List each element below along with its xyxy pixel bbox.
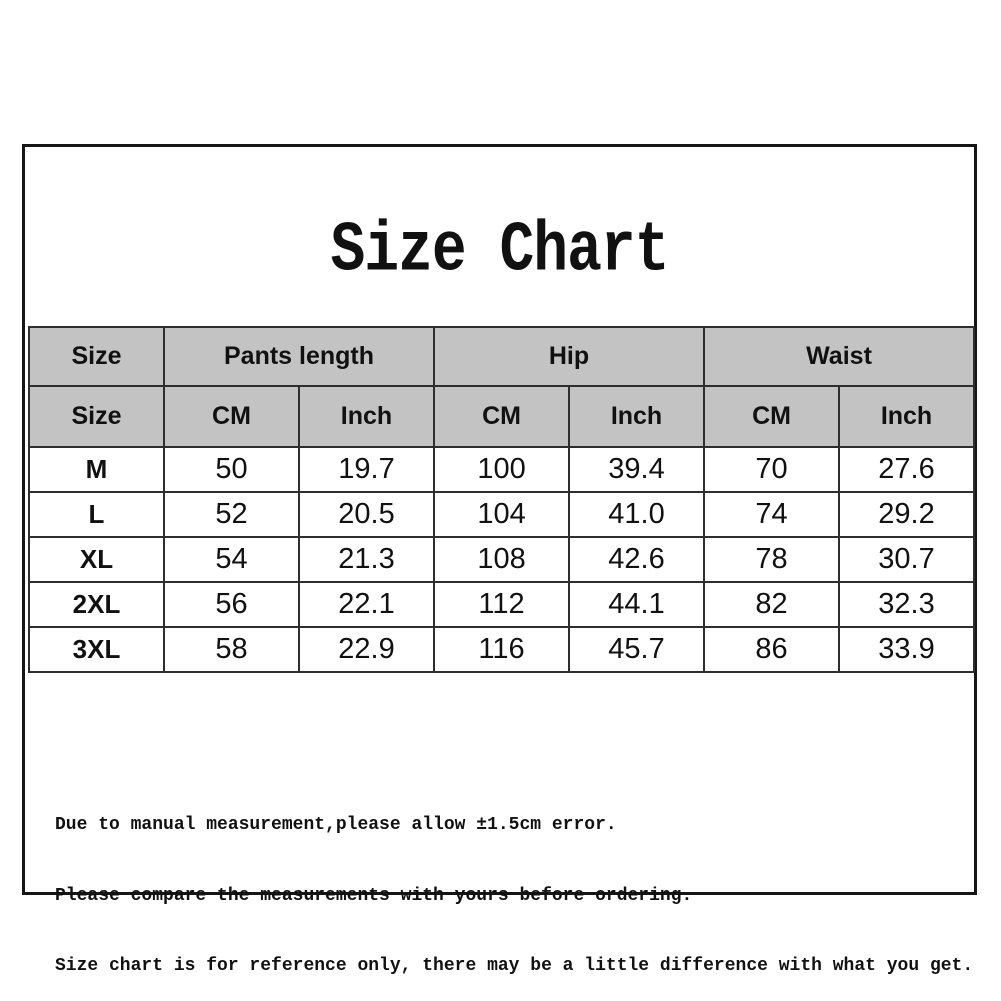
- table-row: L 52 20.5 104 41.0 74 29.2: [28, 491, 976, 538]
- value-cell: 108: [433, 536, 571, 583]
- value-cell: 74: [703, 491, 841, 538]
- value-cell: 86: [703, 626, 841, 673]
- value-cell: 45.7: [568, 626, 706, 673]
- value-cell: 52: [163, 491, 300, 538]
- group-header-size: Size: [28, 326, 165, 387]
- size-label-cell: 2XL: [28, 581, 165, 628]
- size-label-cell: L: [28, 491, 165, 538]
- value-cell: 44.1: [568, 581, 706, 628]
- value-cell: 54: [163, 536, 300, 583]
- sub-header-size: Size: [28, 385, 165, 448]
- group-header-pants-length: Pants length: [162, 326, 436, 387]
- value-cell: 116: [433, 626, 571, 673]
- value-cell: 70: [703, 446, 841, 493]
- size-label-cell: XL: [28, 536, 165, 583]
- size-label-cell: 3XL: [28, 626, 165, 673]
- table-row: 3XL 58 22.9 116 45.7 86 33.9: [28, 626, 976, 673]
- value-cell: 33.9: [838, 626, 976, 673]
- sub-header-cm: CM: [433, 385, 571, 448]
- note-line: Size chart is for reference only, there …: [55, 956, 974, 976]
- sub-header-inch: Inch: [297, 385, 436, 448]
- note-line: Due to manual measurement,please allow ±…: [55, 815, 617, 835]
- value-cell: 19.7: [297, 446, 436, 493]
- value-cell: 30.7: [838, 536, 976, 583]
- table-row: XL 54 21.3 108 42.6 78 30.7: [28, 536, 976, 583]
- value-cell: 42.6: [568, 536, 706, 583]
- sub-header-inch: Inch: [838, 385, 976, 448]
- value-cell: 22.1: [297, 581, 436, 628]
- table-row: M 50 19.7 100 39.4 70 27.6: [28, 446, 976, 493]
- size-table: Size Pants length Hip Waist Size CM Inch…: [28, 326, 976, 673]
- sub-header-cm: CM: [163, 385, 300, 448]
- group-header-waist: Waist: [703, 326, 976, 387]
- value-cell: 21.3: [297, 536, 436, 583]
- value-cell: 112: [433, 581, 571, 628]
- value-cell: 82: [703, 581, 841, 628]
- value-cell: 58: [163, 626, 300, 673]
- note-line: Please compare the measurements with you…: [55, 885, 693, 906]
- value-cell: 50: [163, 446, 300, 493]
- value-cell: 22.9: [297, 626, 436, 673]
- value-cell: 100: [433, 446, 571, 493]
- measurement-notes: Due to manual measurement,please allow ±…: [55, 767, 973, 1001]
- value-cell: 27.6: [838, 446, 976, 493]
- value-cell: 20.5: [297, 491, 436, 538]
- value-cell: 29.2: [838, 491, 976, 538]
- table-sub-header-row: Size CM Inch CM Inch CM Inch: [28, 385, 976, 448]
- value-cell: 32.3: [838, 581, 976, 628]
- group-header-hip: Hip: [433, 326, 706, 387]
- sub-header-cm: CM: [703, 385, 841, 448]
- table-row: 2XL 56 22.1 112 44.1 82 32.3: [28, 581, 976, 628]
- table-group-header-row: Size Pants length Hip Waist: [28, 326, 976, 387]
- page-title: Size Chart: [330, 212, 669, 292]
- value-cell: 56: [163, 581, 300, 628]
- sub-header-inch: Inch: [568, 385, 706, 448]
- content-frame: Size Chart Size Pants length Hip Waist S…: [22, 144, 977, 976]
- value-cell: 78: [703, 536, 841, 583]
- size-label-cell: M: [28, 446, 165, 493]
- value-cell: 39.4: [568, 446, 706, 493]
- value-cell: 104: [433, 491, 571, 538]
- value-cell: 41.0: [568, 491, 706, 538]
